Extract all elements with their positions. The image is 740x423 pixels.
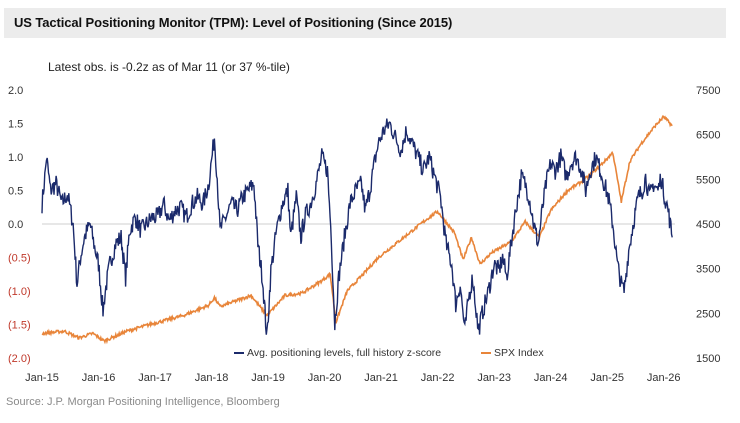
legend-label-spx: SPX Index bbox=[494, 347, 544, 359]
source-note: Source: J.P. Morgan Positioning Intellig… bbox=[6, 396, 280, 408]
x-tick-label: Jan-24 bbox=[534, 372, 568, 384]
right-axis: 7500 6500 5500 4500 3500 2500 1500 bbox=[696, 85, 720, 365]
title-bar: US Tactical Positioning Monitor (TPM): L… bbox=[4, 8, 726, 38]
left-tick-label: 1.0 bbox=[8, 152, 23, 164]
x-tick-label: Jan-18 bbox=[195, 372, 229, 384]
left-tick-label: (2.0) bbox=[8, 353, 31, 365]
right-tick-label: 6500 bbox=[696, 130, 720, 142]
right-tick-label: 2500 bbox=[696, 308, 720, 320]
x-tick-label: Jan-15 bbox=[25, 372, 59, 384]
left-tick-label: 1.5 bbox=[8, 119, 23, 131]
x-axis: Jan-15 Jan-16 Jan-17 Jan-18 Jan-19 Jan-20 Jan-… bbox=[25, 372, 680, 384]
x-tick-label: Jan-19 bbox=[251, 372, 285, 384]
x-tick-label: Jan-22 bbox=[421, 372, 455, 384]
right-tick-label: 3500 bbox=[696, 264, 720, 276]
left-tick-label: (1.0) bbox=[8, 286, 31, 298]
left-tick-label: 0.5 bbox=[8, 186, 23, 198]
positioning-series-line bbox=[41, 118, 673, 335]
right-tick-label: 4500 bbox=[696, 219, 720, 231]
left-tick-label: (1.5) bbox=[8, 320, 31, 332]
x-tick-label: Jan-21 bbox=[364, 372, 398, 384]
legend-label-positioning: Avg. positioning levels, full history z-… bbox=[247, 347, 441, 359]
spx-series-line bbox=[41, 114, 673, 345]
x-tick-label: Jan-25 bbox=[590, 372, 624, 384]
right-tick-label: 7500 bbox=[696, 85, 720, 97]
x-tick-label: Jan-26 bbox=[647, 372, 681, 384]
legend: Avg. positioning levels, full history z-… bbox=[234, 347, 544, 359]
right-tick-label: 5500 bbox=[696, 174, 720, 186]
left-axis: 2.0 1.5 1.0 0.5 0.0 (0.5) (1.0) (1.5) (2.0) bbox=[8, 85, 31, 365]
x-tick-label: Jan-16 bbox=[82, 372, 116, 384]
right-tick-label: 1500 bbox=[696, 353, 720, 365]
chart-title: US Tactical Positioning Monitor (TPM): L… bbox=[14, 15, 453, 30]
left-tick-label: (0.5) bbox=[8, 253, 31, 265]
left-tick-label: 2.0 bbox=[8, 85, 23, 97]
latest-observation-annotation: Latest obs. is -0.2z as of Mar 11 (or 37… bbox=[48, 60, 290, 74]
x-tick-label: Jan-20 bbox=[308, 372, 342, 384]
x-tick-label: Jan-17 bbox=[138, 372, 172, 384]
left-tick-label: 0.0 bbox=[8, 219, 23, 231]
x-tick-label: Jan-23 bbox=[477, 372, 511, 384]
